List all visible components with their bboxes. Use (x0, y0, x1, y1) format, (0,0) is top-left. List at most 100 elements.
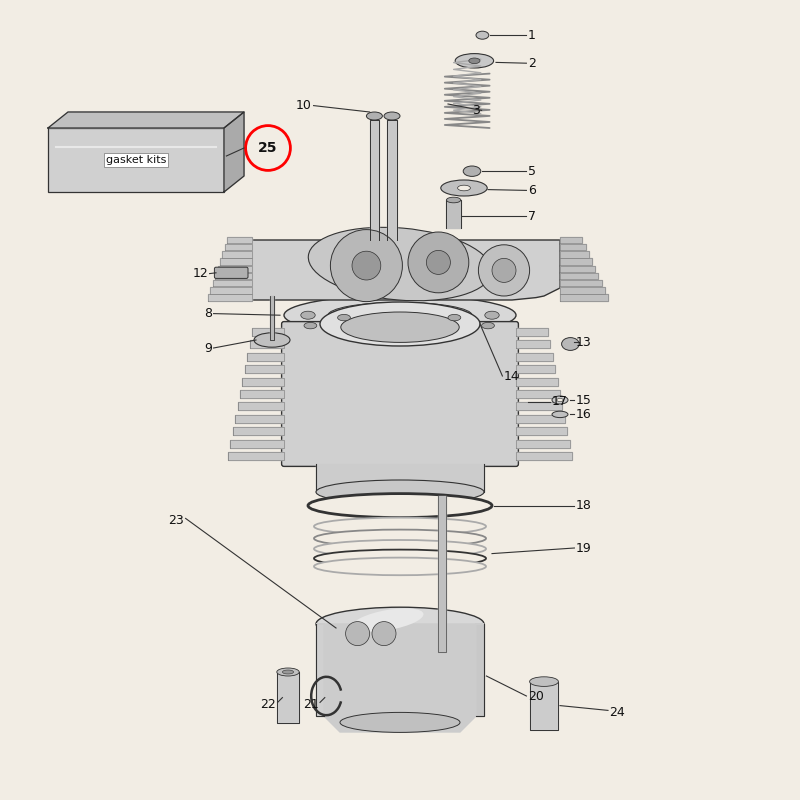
Text: 12: 12 (192, 267, 208, 280)
Ellipse shape (353, 608, 423, 632)
Ellipse shape (453, 311, 467, 319)
Ellipse shape (552, 396, 568, 404)
Ellipse shape (314, 558, 486, 575)
Text: 2: 2 (528, 57, 536, 70)
Polygon shape (242, 378, 284, 386)
Text: 20: 20 (528, 690, 544, 702)
Ellipse shape (277, 668, 299, 676)
Ellipse shape (338, 314, 350, 321)
Text: 19: 19 (576, 542, 592, 554)
Ellipse shape (314, 550, 486, 567)
Ellipse shape (485, 311, 499, 319)
Ellipse shape (320, 302, 480, 346)
Polygon shape (530, 682, 558, 730)
Ellipse shape (476, 31, 489, 39)
Circle shape (352, 251, 381, 280)
Polygon shape (560, 244, 586, 250)
Polygon shape (224, 112, 244, 192)
Circle shape (346, 622, 370, 646)
Polygon shape (210, 287, 252, 294)
Polygon shape (516, 341, 550, 349)
Ellipse shape (308, 227, 492, 301)
Text: 5: 5 (528, 165, 536, 178)
Ellipse shape (482, 322, 494, 329)
Polygon shape (516, 452, 572, 460)
Polygon shape (247, 353, 284, 361)
Text: 3: 3 (472, 104, 480, 117)
Polygon shape (316, 624, 324, 716)
Text: 22: 22 (260, 698, 276, 710)
Ellipse shape (314, 530, 486, 547)
Polygon shape (516, 378, 558, 386)
Polygon shape (227, 237, 252, 243)
Ellipse shape (366, 112, 382, 120)
Circle shape (492, 258, 516, 282)
FancyBboxPatch shape (48, 128, 224, 192)
Polygon shape (516, 353, 553, 361)
Ellipse shape (328, 302, 472, 328)
Text: 21: 21 (302, 698, 318, 710)
Ellipse shape (284, 295, 516, 335)
Text: 8: 8 (204, 307, 212, 320)
Polygon shape (252, 328, 284, 336)
Ellipse shape (446, 198, 461, 202)
Polygon shape (215, 273, 252, 279)
Text: 15: 15 (576, 394, 592, 406)
Polygon shape (225, 244, 252, 250)
Polygon shape (438, 496, 446, 652)
Ellipse shape (254, 333, 290, 347)
Ellipse shape (384, 112, 400, 120)
Polygon shape (476, 624, 484, 716)
Text: 23: 23 (168, 514, 184, 526)
Ellipse shape (316, 480, 484, 504)
Ellipse shape (314, 518, 486, 535)
Text: 18: 18 (576, 499, 592, 512)
Polygon shape (230, 439, 284, 448)
Polygon shape (316, 624, 484, 732)
Polygon shape (370, 120, 379, 240)
Polygon shape (245, 365, 284, 373)
Polygon shape (516, 402, 562, 410)
Text: 25: 25 (258, 141, 278, 155)
Ellipse shape (552, 411, 568, 418)
Circle shape (478, 245, 530, 296)
Polygon shape (208, 294, 252, 301)
Polygon shape (250, 341, 284, 349)
Ellipse shape (341, 312, 459, 342)
Circle shape (426, 250, 450, 274)
Ellipse shape (557, 398, 563, 402)
Polygon shape (560, 266, 595, 272)
Circle shape (330, 230, 402, 302)
Circle shape (408, 232, 469, 293)
Text: 6: 6 (528, 184, 536, 197)
Circle shape (372, 622, 396, 646)
Text: 1: 1 (528, 29, 536, 42)
Text: gasket kits: gasket kits (106, 155, 166, 165)
Polygon shape (560, 280, 602, 286)
Ellipse shape (316, 607, 484, 641)
Ellipse shape (314, 540, 486, 558)
Ellipse shape (463, 166, 481, 176)
Polygon shape (516, 328, 548, 336)
Ellipse shape (448, 314, 461, 321)
Polygon shape (516, 414, 565, 422)
Polygon shape (560, 251, 589, 258)
Polygon shape (270, 296, 274, 340)
Polygon shape (516, 390, 560, 398)
Text: 17: 17 (552, 395, 568, 408)
Polygon shape (228, 452, 284, 460)
Polygon shape (277, 672, 299, 723)
Polygon shape (240, 390, 284, 398)
Ellipse shape (469, 58, 480, 63)
Polygon shape (238, 402, 284, 410)
Polygon shape (516, 427, 567, 435)
Polygon shape (560, 273, 598, 279)
Polygon shape (252, 240, 560, 300)
Ellipse shape (308, 494, 492, 518)
Ellipse shape (530, 677, 558, 686)
Ellipse shape (304, 322, 317, 329)
Text: 9: 9 (204, 342, 212, 354)
Ellipse shape (441, 180, 487, 196)
Polygon shape (218, 266, 252, 272)
Ellipse shape (562, 338, 579, 350)
